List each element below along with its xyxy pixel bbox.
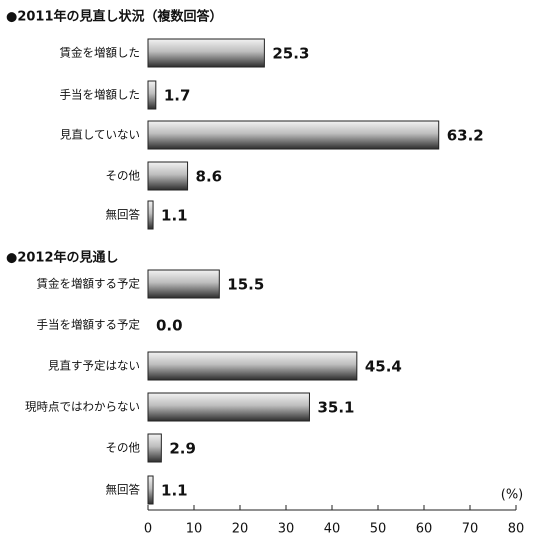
- chart-title: ●2012年の見通し: [6, 250, 119, 266]
- category-label: 無回答: [106, 208, 141, 222]
- category-label: 賃金を増額する予定: [37, 277, 141, 291]
- bar: [147, 80, 157, 110]
- value-label: 25.3: [272, 45, 309, 63]
- value-label: 1.1: [161, 482, 188, 500]
- bar: [147, 433, 162, 463]
- x-tick-label: 20: [232, 522, 249, 537]
- x-tick-label: 80: [508, 522, 525, 537]
- bar: [147, 351, 358, 381]
- category-label: 見直していない: [60, 128, 140, 142]
- bar: [147, 475, 154, 505]
- value-label: 45.4: [365, 358, 402, 376]
- value-label: 8.6: [196, 168, 223, 186]
- bar: [147, 269, 220, 299]
- bar: [147, 120, 440, 150]
- category-label: 無回答: [106, 483, 141, 497]
- category-label: 手当を増額した: [60, 88, 141, 102]
- category-label: その他: [106, 441, 141, 455]
- x-tick-label: 60: [416, 522, 433, 537]
- value-label: 63.2: [447, 127, 484, 145]
- bar: [147, 161, 189, 191]
- x-tick-label: 0: [144, 522, 152, 537]
- bar: [147, 38, 265, 68]
- value-label: 35.1: [317, 399, 354, 417]
- x-tick-label: 10: [186, 522, 203, 537]
- x-tick-label: 30: [278, 522, 295, 537]
- category-label: 賃金を増額した: [60, 46, 141, 60]
- value-label: 1.1: [161, 207, 188, 225]
- category-label: 手当を増額する予定: [37, 318, 141, 332]
- value-label: 2.9: [169, 440, 196, 458]
- bar: [147, 200, 154, 230]
- category-label: その他: [106, 169, 141, 183]
- category-label: 見直す予定はない: [48, 359, 140, 373]
- value-label: 1.7: [164, 87, 191, 105]
- value-label: 15.5: [227, 276, 264, 294]
- bar: [147, 392, 310, 422]
- x-tick-label: 40: [324, 522, 341, 537]
- x-tick-label: 70: [462, 522, 479, 537]
- unit-label: (%): [501, 488, 524, 503]
- value-label: 0.0: [156, 317, 183, 335]
- chart-title: ●2011年の見直し状況（複数回答）: [6, 9, 223, 25]
- x-tick-label: 50: [370, 522, 387, 537]
- category-label: 現時点ではわからない: [25, 400, 140, 414]
